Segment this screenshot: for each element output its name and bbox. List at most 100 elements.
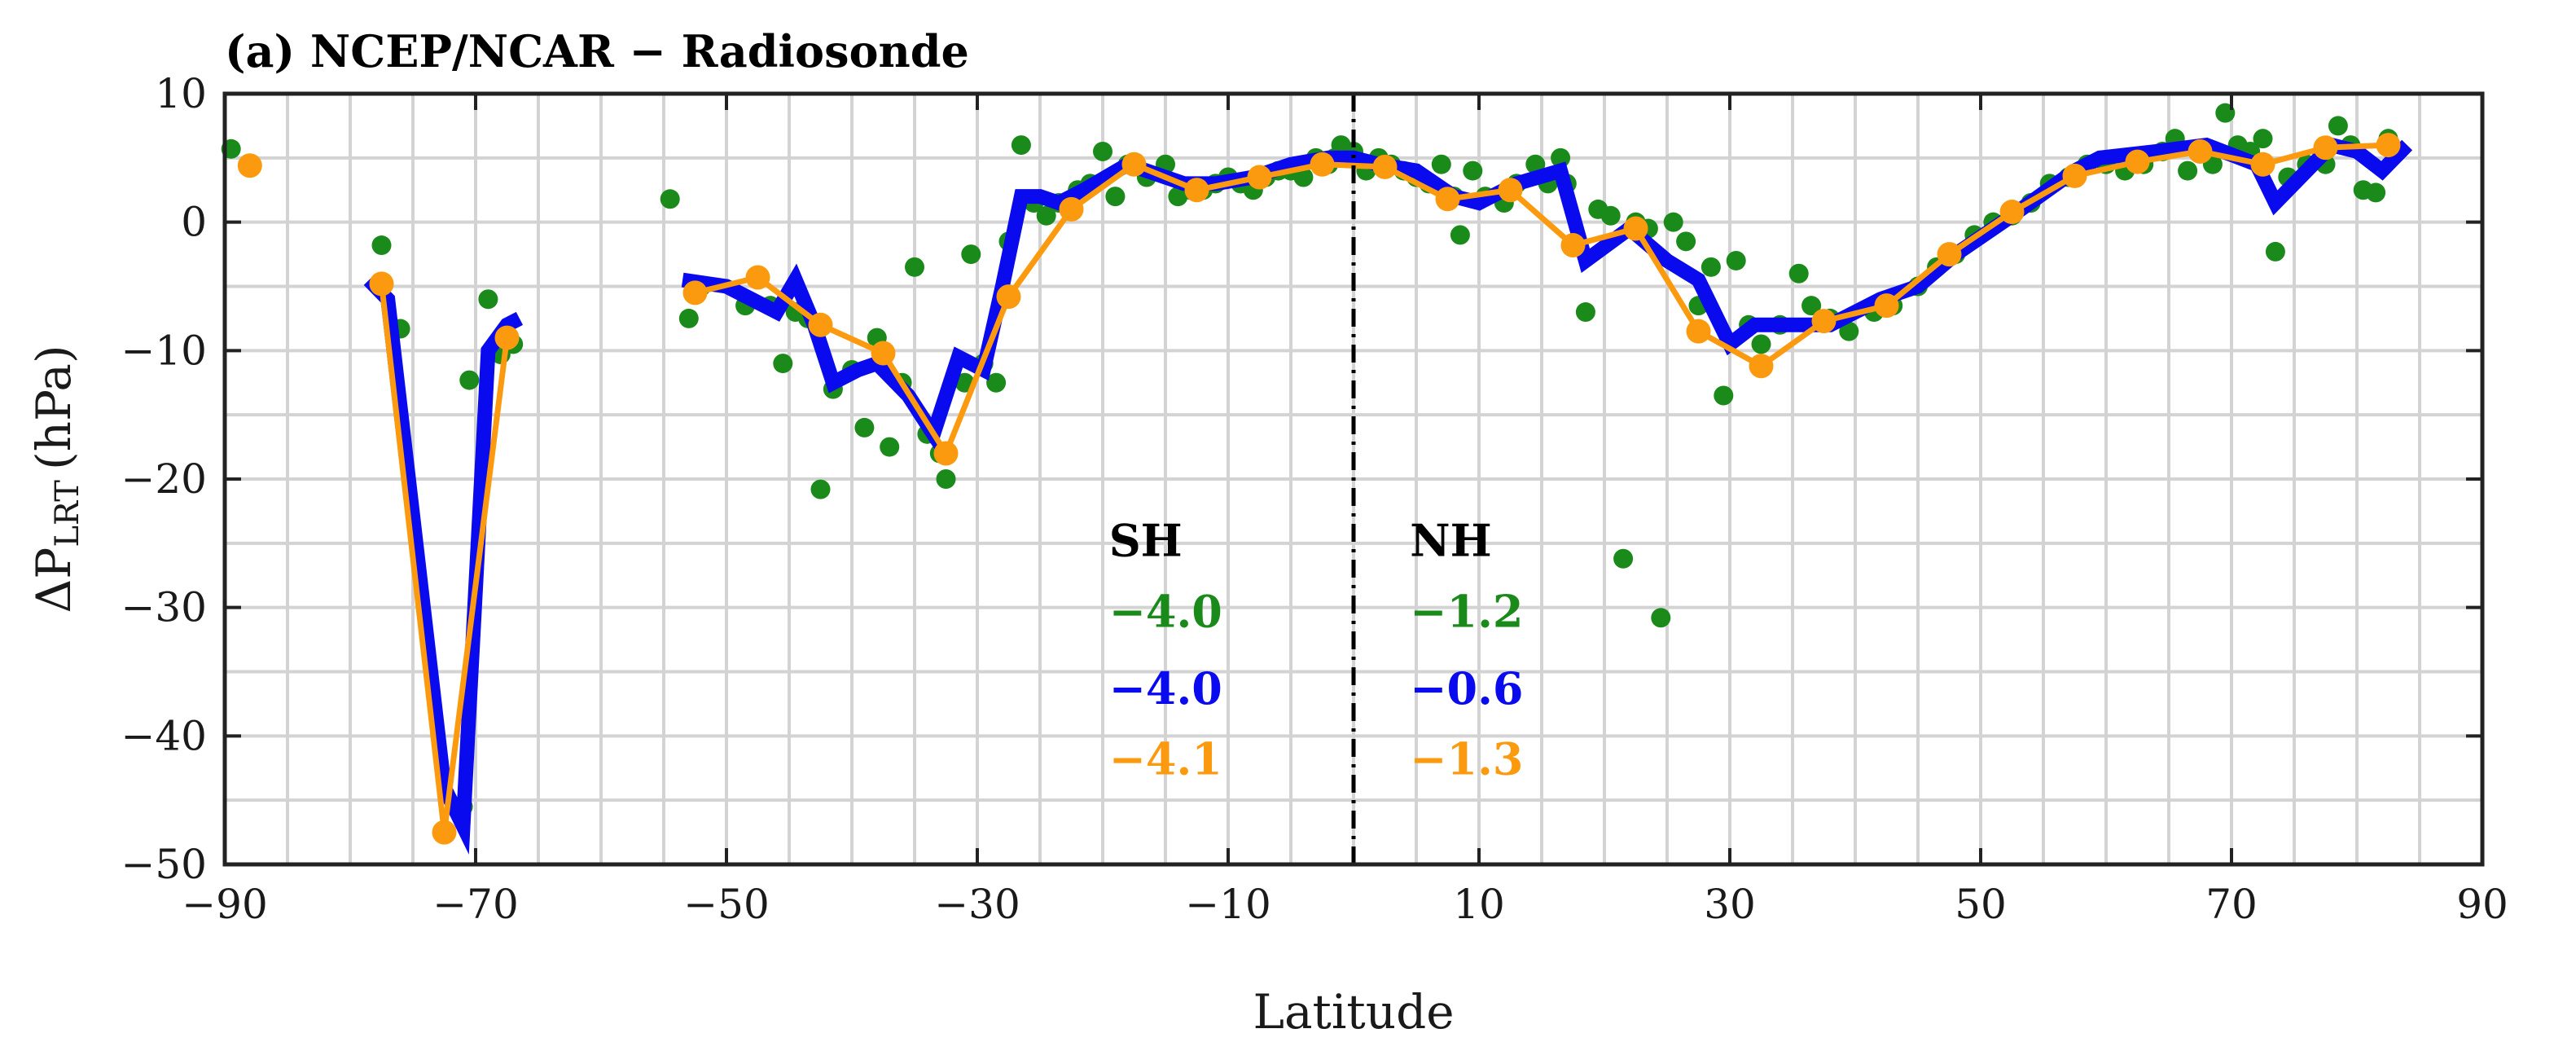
orange-line-marker xyxy=(494,325,520,350)
annotation-text: SH xyxy=(1109,515,1183,567)
orange-line-marker xyxy=(745,265,770,290)
annotations: SH −4.0 −4.0 −4.1 NH −1.2 −0.6 −1.3 xyxy=(1109,515,1524,785)
blue-line-segment xyxy=(363,275,524,855)
orange-line-marker xyxy=(1623,216,1648,241)
scatter-point xyxy=(1663,212,1683,232)
x-tick-label: 50 xyxy=(1955,881,2007,928)
scatter-point xyxy=(1463,160,1483,181)
scatter-point xyxy=(1450,225,1470,245)
x-tick-label: −70 xyxy=(432,881,519,928)
grid-lines xyxy=(223,92,2484,866)
orange-line-marker xyxy=(1184,178,1209,203)
scatter-point xyxy=(986,372,1007,393)
scatter-point xyxy=(1676,231,1696,252)
orange-line-marker xyxy=(1560,233,1586,258)
scatter-point xyxy=(1036,205,1056,226)
scatter-point xyxy=(1714,385,1734,406)
orange-line-marker xyxy=(682,280,708,306)
orange-line-marker xyxy=(1749,354,1774,379)
scatter-point xyxy=(1839,321,1859,341)
orange-line-marker xyxy=(237,153,262,178)
scatter-point xyxy=(2366,182,2386,203)
scatter-point xyxy=(1105,187,1126,207)
scatter-point xyxy=(1726,250,1746,270)
y-tick-label: 0 xyxy=(181,199,207,246)
y-tick-label: −30 xyxy=(121,584,207,631)
orange-line-marker xyxy=(1686,319,1711,344)
y-tick-label: −10 xyxy=(121,327,207,374)
scatter-point xyxy=(905,257,924,277)
scatter-point xyxy=(459,370,480,390)
orange-line-marker xyxy=(2376,133,2401,158)
scatter-point xyxy=(1613,548,1634,569)
y-axis-label-main: ΔP xyxy=(26,547,81,613)
scatter-point xyxy=(2253,129,2273,149)
orange-line-marker xyxy=(2125,149,2150,174)
orange-line-marker xyxy=(2313,135,2338,160)
scatter-point xyxy=(371,235,392,256)
orange-line-marker xyxy=(2188,138,2213,164)
orange-line-marker xyxy=(2250,152,2275,177)
orange-line-marker xyxy=(1372,154,1398,179)
annotation-text: −4.0 xyxy=(1109,585,1222,637)
orange-line-marker xyxy=(2062,163,2087,188)
scatter-point xyxy=(1093,141,1112,161)
scatter-point xyxy=(2178,160,2198,181)
annotation-text: −1.2 xyxy=(1410,585,1523,637)
scatter-point xyxy=(1788,263,1809,284)
scatter-point xyxy=(1651,608,1671,628)
orange-line-marker xyxy=(933,441,959,466)
orange-line-marker xyxy=(1999,200,2025,225)
scatter-point xyxy=(880,437,900,457)
x-tick-label: 70 xyxy=(2205,881,2258,928)
scatter-point xyxy=(1701,257,1721,277)
x-tick-label: −30 xyxy=(934,881,1020,928)
scatter-point xyxy=(1293,167,1314,187)
annotation-text: −4.1 xyxy=(1109,733,1222,785)
x-tick-label: −10 xyxy=(1185,881,1271,928)
scatter-point xyxy=(1575,302,1595,323)
y-tick-label: 10 xyxy=(155,70,207,117)
orange-line-marker xyxy=(1937,242,1962,267)
y-axis-label-unit: (hPa) xyxy=(26,345,81,470)
scatter-point xyxy=(854,417,875,437)
scatter-point xyxy=(1751,334,1771,354)
x-tick-label: 10 xyxy=(1453,881,1505,928)
orange-line-marker xyxy=(432,820,457,845)
orange-line-marker xyxy=(1247,165,1272,190)
orange-line-marker xyxy=(1811,309,1837,334)
orange-line-marker xyxy=(1498,178,1523,203)
x-tick-label: 30 xyxy=(1704,881,1756,928)
y-tick-label: −50 xyxy=(121,841,207,888)
annotation-text: −4.0 xyxy=(1109,662,1222,714)
plot-series xyxy=(221,103,2413,855)
orange-line-marker xyxy=(369,271,394,297)
annotation-text: −0.6 xyxy=(1410,662,1523,714)
scatter-point xyxy=(936,469,956,489)
x-tick-label: 90 xyxy=(2456,881,2508,928)
orange-line-marker xyxy=(1121,152,1147,177)
orange-line-marker xyxy=(1435,187,1460,212)
y-tick-label: −20 xyxy=(121,455,207,503)
orange-line-marker xyxy=(1310,152,1335,177)
scatter-point xyxy=(1011,135,1031,156)
scatter-point xyxy=(1600,205,1621,226)
orange-line-segment xyxy=(694,142,2389,460)
chart-title: (a) NCEP/NCAR − Radiosonde xyxy=(225,25,969,77)
scatter-point xyxy=(478,289,498,310)
scatter-point xyxy=(1801,296,1822,316)
orange-line-marker xyxy=(1874,293,1899,319)
scatter-point xyxy=(2265,241,2285,262)
scatter-point xyxy=(961,244,981,265)
scatter-point xyxy=(810,479,831,499)
x-tick-label: −90 xyxy=(182,881,268,928)
y-axis-label-subscript: LRT xyxy=(49,480,86,547)
annotation-text: −1.3 xyxy=(1410,733,1523,785)
scatter-point xyxy=(2328,116,2348,136)
axis-ticks: −90 −70 −50 −30 −10 10 30 50 70 90 10 0 −10 −20 −30 −40… xyxy=(121,70,2508,928)
orange-line-series xyxy=(237,133,2401,845)
orange-line-marker xyxy=(871,341,896,366)
scatter-point xyxy=(678,308,699,328)
orange-line-marker xyxy=(808,312,833,337)
